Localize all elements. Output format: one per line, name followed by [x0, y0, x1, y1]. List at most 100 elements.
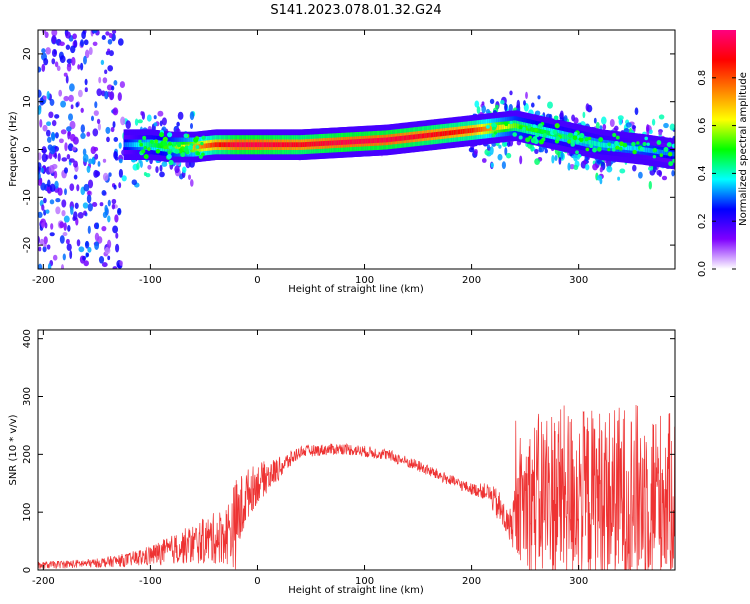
heatmap-cell: [101, 190, 107, 196]
heatmap-cell: [542, 133, 547, 138]
heatmap-cell: [648, 129, 653, 135]
heatmap-cell: [63, 222, 67, 231]
heatmap-cell: [609, 118, 615, 128]
heatmap-y-tick-label: 10: [22, 95, 33, 108]
heatmap-cell: [535, 133, 540, 138]
heatmap-cell: [538, 128, 542, 134]
heatmap-cell: [101, 262, 108, 268]
heatmap-cell: [613, 143, 616, 149]
heatmap-cell: [585, 103, 590, 112]
heatmap-cell: [87, 246, 92, 253]
heatmap-cell: [38, 263, 43, 269]
heatmap-cell: [159, 120, 163, 127]
heatmap-cell: [201, 135, 206, 140]
heatmap-cell: [397, 136, 400, 142]
heatmap-cell: [86, 131, 91, 137]
heatmap-y-tick-label: 0: [22, 146, 33, 152]
heatmap-cell: [669, 123, 675, 131]
heatmap-cell: [58, 138, 64, 144]
heatmap-cell: [168, 142, 172, 146]
heatmap-cell: [177, 111, 184, 120]
heatmap-cell: [522, 126, 526, 131]
heatmap-cell: [537, 123, 543, 129]
heatmap-cell: [112, 121, 116, 128]
heatmap-cell: [112, 107, 119, 116]
heatmap-cell: [68, 113, 73, 121]
heatmap-cell: [598, 137, 604, 143]
heatmap-y-tick-label: -20: [22, 237, 33, 253]
heatmap-cell: [99, 202, 104, 207]
heatmap-cell: [105, 51, 110, 56]
heatmap-cell: [553, 115, 559, 121]
heatmap-cell: [617, 115, 624, 121]
heatmap-cell: [73, 39, 78, 49]
heatmap-cell: [149, 139, 155, 144]
heatmap-cell: [64, 142, 68, 152]
heatmap-cell: [41, 153, 48, 163]
heatmap-cell: [109, 91, 115, 101]
heatmap-cell: [121, 175, 127, 182]
heatmap-cell: [619, 168, 626, 174]
heatmap-cell: [83, 39, 89, 46]
heatmap-cell: [607, 148, 611, 152]
heatmap-cell: [65, 238, 70, 245]
heatmap-cell: [153, 122, 158, 127]
heatmap-cell: [668, 161, 674, 167]
heatmap-y-axis-label: Frequency (Hz): [8, 111, 19, 187]
heatmap-cell: [87, 225, 91, 234]
colorbar-tick-label: 0.0: [697, 261, 708, 277]
heatmap-cell: [525, 91, 528, 100]
heatmap-cell: [651, 118, 656, 126]
heatmap-cell: [111, 30, 117, 34]
heatmap-cell: [71, 146, 77, 151]
heatmap-cell: [41, 48, 46, 54]
heatmap-cell: [113, 150, 118, 160]
heatmap-cell: [476, 106, 481, 114]
heatmap-cell: [41, 204, 45, 211]
heatmap-cell: [473, 148, 478, 155]
heatmap-cell: [322, 141, 326, 146]
heatmap-cell: [58, 89, 63, 97]
heatmap-cell: [65, 31, 71, 39]
heatmap-cell: [57, 153, 61, 162]
heatmap-cell: [39, 238, 44, 246]
heatmap-cell: [631, 145, 634, 151]
heatmap-cell: [66, 153, 71, 160]
heatmap-cell: [187, 144, 193, 151]
heatmap-cell: [139, 142, 143, 147]
heatmap-cell: [49, 232, 55, 237]
heatmap-cell: [42, 95, 47, 100]
heatmap-cell: [518, 125, 523, 130]
heatmap-cell: [94, 170, 101, 177]
heatmap-cell: [646, 124, 650, 132]
heatmap-cell: [518, 135, 523, 140]
heatmap-cell: [480, 127, 484, 132]
heatmap-marks: [38, 30, 675, 269]
heatmap-cell: [78, 246, 85, 253]
heatmap-cell: [304, 142, 308, 147]
heatmap-cell: [180, 152, 186, 158]
heatmap-cell: [268, 142, 272, 148]
heatmap-cell: [190, 179, 194, 187]
heatmap-cell: [87, 179, 94, 189]
heatmap-cell: [115, 243, 120, 253]
heatmap-cell: [491, 122, 497, 128]
heatmap-cell: [190, 123, 193, 129]
heatmap-cell: [168, 144, 173, 150]
heatmap-cell: [69, 250, 73, 260]
heatmap-cell: [567, 139, 572, 144]
heatmap-cell: [117, 92, 122, 102]
heatmap-cell: [59, 55, 66, 63]
heatmap-cell: [68, 94, 74, 103]
heatmap-cell: [486, 125, 490, 129]
heatmap-cell: [489, 146, 494, 155]
heatmap-cell: [55, 197, 61, 203]
heatmap-cell: [143, 146, 147, 150]
heatmap-cell: [663, 122, 669, 129]
heatmap-cell: [157, 110, 164, 117]
heatmap-cell: [106, 136, 110, 143]
snr-x-tick-label: -200: [32, 576, 55, 587]
colorbar-ticks: 0.0 0.2 0.4 0.6 0.8: [697, 70, 736, 277]
heatmap-cell: [573, 153, 579, 162]
heatmap-cell: [42, 124, 48, 132]
